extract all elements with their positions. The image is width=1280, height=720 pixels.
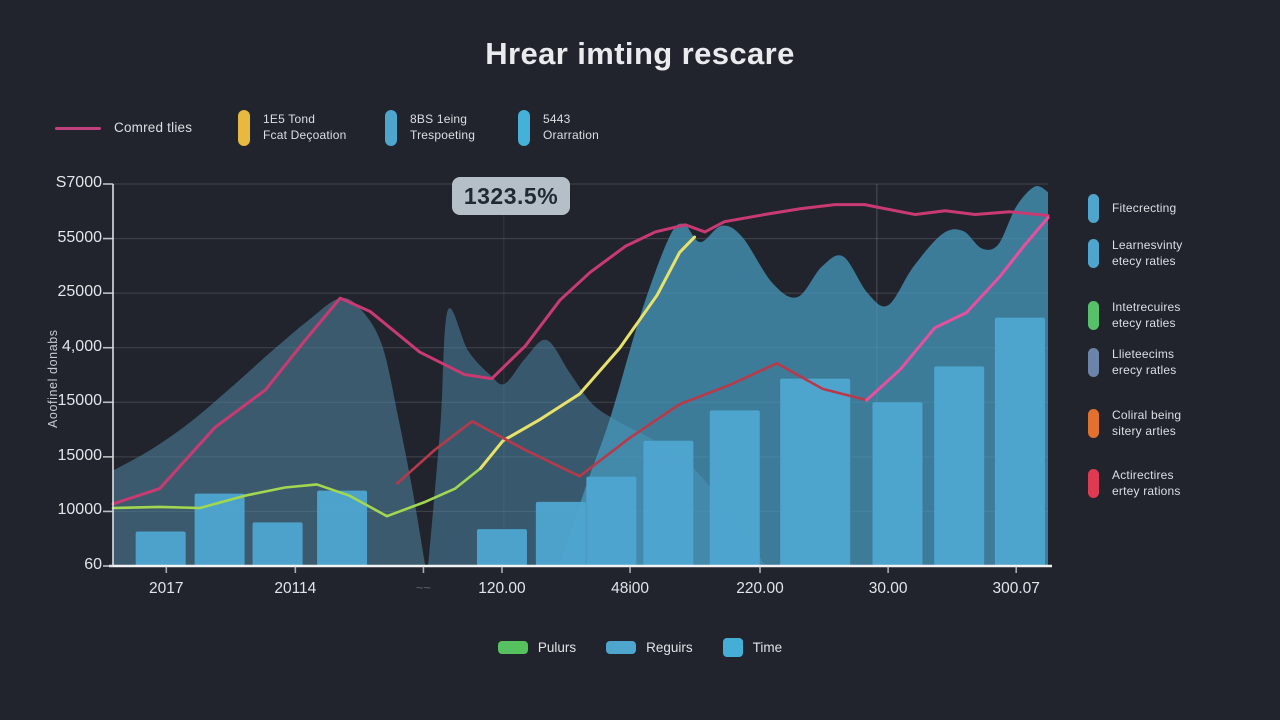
x-axis-label: 300.07 [992, 580, 1040, 597]
pill-swatch-icon [518, 110, 530, 146]
y-axis-label: 25000 [57, 283, 103, 301]
y-axis-label: S7000 [55, 174, 102, 191]
legend-label-line: sitery arties [1112, 423, 1176, 438]
y-axis-label: 15000 [57, 392, 103, 410]
x-axis-label: ~~ [415, 580, 431, 595]
bar [135, 531, 186, 566]
bar [252, 522, 303, 566]
legend-item-label: Actirectires ertey rations [1112, 468, 1181, 500]
legend-item-label: Reguirs [646, 640, 693, 655]
legend-item: Intetrecuires etecy raties [1088, 300, 1181, 332]
magenta-trend-line [111, 203, 1050, 506]
line-swatch-icon [55, 126, 101, 130]
pill-swatch-icon [238, 110, 250, 146]
pill-swatch-icon [1088, 239, 1099, 269]
y-axis-label: 55000 [57, 228, 103, 246]
legend-label-line: erecy ratles [1112, 362, 1177, 377]
y-axis-label: 10000 [57, 501, 103, 519]
bar [994, 317, 1045, 566]
legend-label-line: Trespoeting [410, 128, 476, 142]
pill-swatch-icon [1088, 301, 1099, 331]
bar [586, 476, 637, 566]
pill-swatch-icon [606, 641, 637, 654]
crimson-zigzag-line [395, 362, 868, 485]
bar [317, 490, 368, 566]
y-axis-label: 60 [84, 556, 102, 573]
legend-item: Coliral being sitery arties [1088, 408, 1181, 440]
legend-label-line: Learnesvinty [1112, 238, 1183, 252]
legend-item: Fitecrecting [1088, 194, 1176, 223]
x-axis-label: 48i00 [611, 580, 650, 597]
legend-label-line: Orarration [543, 128, 600, 142]
bar [780, 378, 851, 566]
pill-swatch-icon [1088, 194, 1099, 223]
bar [872, 402, 923, 566]
x-axis-label: 120.00 [478, 580, 526, 597]
x-axis-label: 2017 [149, 580, 184, 597]
legend-label-line: 5443 [543, 112, 571, 127]
legend-label-line: Comred tlies [114, 120, 193, 136]
legend-item: 8BS 1eing Trespoeting [385, 106, 475, 150]
legend-item-label: 8BS 1eing Trespoeting [410, 112, 475, 144]
legend-item-label: Llieteecims erecy ratles [1112, 347, 1176, 379]
legend-item: Reguirs [606, 640, 693, 655]
legend-label-line: etecy raties [1112, 253, 1176, 268]
bar [709, 410, 760, 566]
badge-value: 1323.5% [463, 182, 559, 209]
bar [643, 440, 694, 566]
legend-label-line: etecy raties [1112, 315, 1176, 330]
legend-item: 1E5 Tond Fcat Deçoation [238, 106, 347, 150]
legend-label-line: Fitecrecting [1112, 200, 1177, 215]
y-axis-label: 15000 [57, 446, 103, 464]
legend-item: Llieteecims erecy ratles [1088, 347, 1176, 379]
legend-item-label: Learnesvinty etecy raties [1112, 238, 1182, 270]
legend-item: 5443 Orarration [518, 106, 599, 150]
bar [476, 529, 527, 566]
bar [194, 493, 245, 566]
legend-item: Actirectires ertey rations [1088, 468, 1181, 500]
pill-swatch-icon [385, 110, 397, 146]
x-axis-label: 30.00 [868, 580, 908, 597]
legend-item-label: Fitecrecting [1112, 201, 1176, 217]
legend-label-line: Coliral being [1112, 408, 1182, 422]
legend-label-line: Fcat Deçoation [263, 128, 347, 142]
legend-item: Time [722, 638, 783, 657]
bottom-legend: Pulurs Reguirs Time [0, 638, 1280, 657]
highlight-badge: 1323.5% [452, 177, 570, 215]
yellow-climb-line [478, 235, 697, 470]
legend-label-line: Intetrecuires [1112, 300, 1181, 314]
pill-swatch-icon [497, 641, 528, 654]
pill-swatch-icon [1088, 348, 1099, 378]
legend-item-label: Time [752, 640, 783, 655]
bar [934, 366, 985, 566]
x-axis-label: 20114 [274, 580, 317, 597]
square-swatch-icon [722, 638, 743, 657]
legend-label-line: 8BS 1eing [410, 112, 468, 127]
legend-item-label: Intetrecuires etecy raties [1112, 300, 1181, 332]
pill-swatch-icon [1088, 469, 1099, 499]
legend-item-label: Pulurs [537, 640, 577, 655]
legend-item-label: 5443 Orarration [543, 112, 599, 144]
legend-item: Pulurs [497, 640, 577, 655]
x-axis-label: 220.00 [736, 580, 784, 597]
legend-label-line: 1E5 Tond [263, 112, 316, 127]
legend-item: Comred tlies [55, 106, 192, 150]
legend-label-line: Actirectires [1112, 468, 1174, 482]
pill-swatch-icon [1088, 409, 1099, 439]
page-title: Hrear imting rescare [485, 36, 795, 71]
bar [535, 501, 586, 566]
legend-item: Learnesvinty etecy raties [1088, 238, 1182, 270]
legend-item-label: Coliral being sitery arties [1112, 408, 1181, 440]
y-axis-label: 4,000 [61, 337, 102, 355]
pink-rising-line [865, 216, 1050, 402]
legend-item-label: 1E5 Tond Fcat Deçoation [263, 112, 347, 144]
green-baseline-line [111, 467, 482, 518]
legend-item-label: Comred tlies [114, 119, 192, 137]
legend-label-line: Llieteecims [1112, 347, 1175, 361]
legend-label-line: ertey rations [1112, 483, 1181, 498]
